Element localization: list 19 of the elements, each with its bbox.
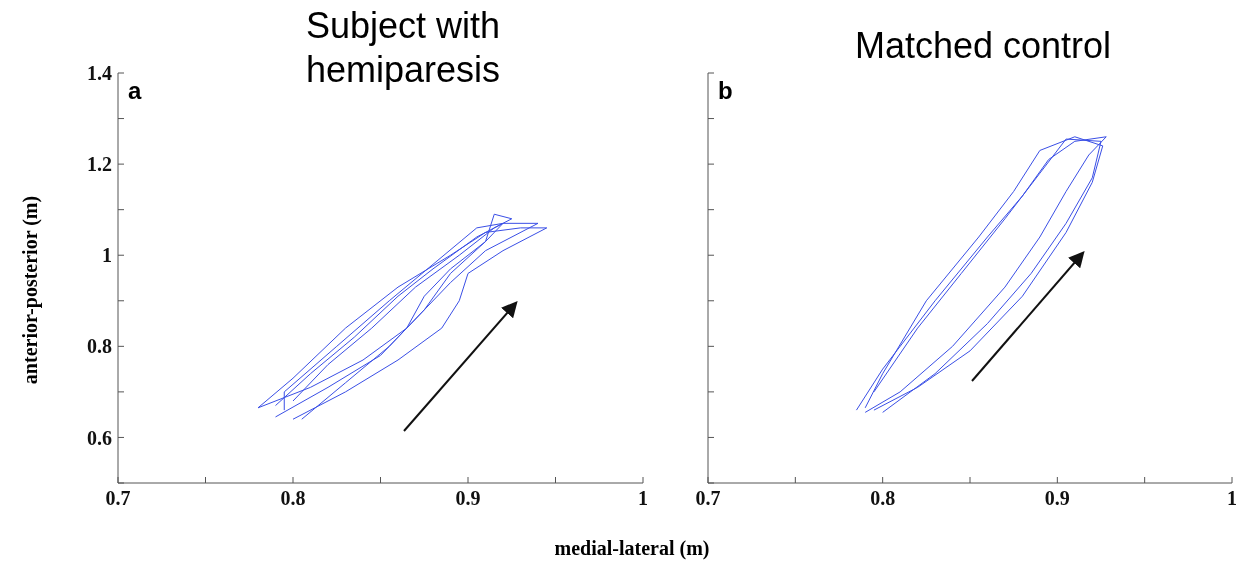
- y-tick-label: 1: [102, 244, 112, 267]
- x-tick-label: 0.8: [870, 487, 896, 510]
- x-tick-label: 0.9: [455, 487, 481, 510]
- annotation: a: [128, 77, 142, 105]
- chart-title: Matched control: [853, 24, 1113, 68]
- y-tick-label: 0.8: [87, 335, 112, 358]
- x-tick-label: 1: [638, 487, 648, 510]
- y-axis-title: anterior-posterior (m): [18, 195, 42, 385]
- x-tick-label: 0.7: [695, 487, 721, 510]
- x-tick-label: 0.7: [105, 487, 131, 510]
- y-tick-label: 1.2: [87, 153, 112, 176]
- x-tick-label: 0.9: [1044, 487, 1070, 510]
- y-tick-label: 0.6: [87, 426, 112, 449]
- x-axis-title: medial-lateral (m): [554, 536, 710, 560]
- x-tick-label: 1: [1227, 487, 1237, 510]
- chart-title: Subject with hemiparesis: [304, 4, 502, 92]
- x-tick-label: 0.8: [280, 487, 306, 510]
- annotation: b: [718, 77, 733, 105]
- y-tick-label: 1.4: [87, 62, 112, 85]
